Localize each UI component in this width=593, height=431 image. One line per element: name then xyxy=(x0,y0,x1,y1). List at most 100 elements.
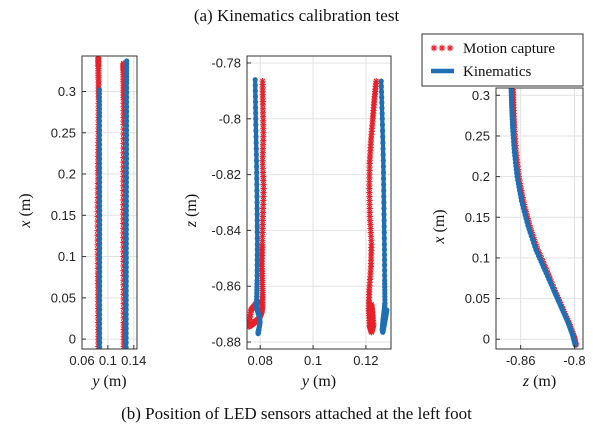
data-point-kinematics xyxy=(96,160,103,167)
data-point-motion-capture xyxy=(120,281,127,288)
data-point-kinematics xyxy=(381,193,387,200)
data-point-kinematics xyxy=(97,189,103,195)
data-point-kinematics xyxy=(123,132,130,138)
data-point-motion-capture xyxy=(368,128,375,135)
data-point-kinematics xyxy=(97,340,103,346)
data-point-kinematics xyxy=(123,170,130,176)
data-point-kinematics xyxy=(254,187,260,194)
data-point-kinematics xyxy=(97,231,103,237)
data-point-kinematics xyxy=(97,203,103,209)
data-point-kinematics xyxy=(379,100,385,106)
data-point-kinematics xyxy=(123,123,130,129)
data-point-kinematics xyxy=(379,110,385,117)
legend-label-kinematics: Kinematics xyxy=(463,64,531,80)
data-point-motion-capture xyxy=(120,130,127,138)
data-point-kinematics xyxy=(97,193,103,200)
data-point-motion-capture xyxy=(366,282,373,289)
data-point-motion-capture xyxy=(366,178,373,185)
data-point-motion-capture xyxy=(260,137,267,144)
data-point-kinematics xyxy=(123,283,129,289)
data-point-kinematics xyxy=(97,250,103,256)
data-point-kinematics xyxy=(123,141,130,148)
data-point-kinematics xyxy=(254,211,260,218)
data-point-kinematics xyxy=(379,116,385,122)
data-point-kinematics xyxy=(97,226,103,233)
data-point-motion-capture xyxy=(120,336,127,343)
data-point-kinematics xyxy=(381,205,387,212)
y-axis-label: x (m) xyxy=(431,209,448,244)
data-point-kinematics xyxy=(97,330,103,336)
data-point-motion-capture xyxy=(259,209,267,216)
data-point-kinematics xyxy=(381,246,388,253)
data-point-motion-capture xyxy=(120,117,127,125)
data-point-kinematics xyxy=(97,184,103,190)
data-point-kinematics xyxy=(123,217,129,223)
data-point-motion-capture xyxy=(367,269,374,277)
y-axis-label-variable: x xyxy=(17,221,34,229)
legend-motion-capture-marker xyxy=(430,44,438,52)
data-point-kinematics xyxy=(97,222,103,228)
data-point-kinematics xyxy=(252,105,259,111)
data-point-kinematics xyxy=(508,88,514,93)
y-tick-label: 0.15 xyxy=(465,210,490,225)
data-point-motion-capture xyxy=(120,286,127,293)
legend-motion-capture-marker xyxy=(438,44,446,52)
data-point-kinematics xyxy=(96,109,103,116)
y-tick-label: -0.84 xyxy=(211,223,241,238)
data-point-kinematics xyxy=(96,123,103,129)
y-tick-label: -0.82 xyxy=(211,167,241,182)
data-point-kinematics xyxy=(253,116,259,122)
data-point-motion-capture xyxy=(259,157,266,164)
data-point-motion-capture xyxy=(120,201,127,208)
data-point-motion-capture xyxy=(367,229,374,236)
data-point-kinematics xyxy=(254,175,260,182)
y-tick-label: 0.15 xyxy=(51,208,76,223)
data-point-kinematics xyxy=(381,199,387,206)
data-point-motion-capture xyxy=(259,84,266,91)
data-point-motion-capture xyxy=(120,107,127,114)
data-point-motion-capture xyxy=(259,113,267,120)
y-tick-label: 0.3 xyxy=(58,84,76,99)
y-axis-label-unit: (m) xyxy=(431,209,448,236)
data-point-motion-capture xyxy=(120,225,127,232)
data-point-motion-capture xyxy=(120,258,127,265)
y-tick-label: 0.3 xyxy=(472,88,490,103)
data-point-kinematics xyxy=(381,235,387,241)
data-point-kinematics xyxy=(381,267,388,273)
data-point-kinematics xyxy=(123,212,129,218)
data-point-kinematics xyxy=(254,267,260,273)
x-axis-label-variable: z xyxy=(522,373,530,390)
data-point-motion-capture xyxy=(366,213,373,220)
data-point-kinematics xyxy=(381,252,388,258)
data-point-kinematics xyxy=(97,240,103,247)
data-point-motion-capture xyxy=(259,221,266,228)
data-point-kinematics xyxy=(123,316,129,322)
y-tick-label: -0.88 xyxy=(211,335,241,350)
data-point-kinematics xyxy=(123,160,130,167)
data-point-kinematics xyxy=(96,113,103,119)
data-point-motion-capture xyxy=(259,205,267,212)
y-axis-label: z (m) xyxy=(183,194,200,228)
figure-caption-bottom: (b) Position of LED sensors attached at … xyxy=(121,404,472,423)
data-point-motion-capture xyxy=(259,161,266,168)
data-point-kinematics xyxy=(252,88,258,94)
data-point-kinematics xyxy=(123,146,130,152)
data-point-motion-capture xyxy=(366,201,373,208)
data-point-motion-capture xyxy=(120,178,127,185)
data-point-motion-capture xyxy=(120,267,127,274)
data-point-kinematics xyxy=(380,175,387,182)
data-point-kinematics xyxy=(97,207,103,214)
data-point-motion-capture xyxy=(120,114,127,121)
data-point-kinematics xyxy=(123,335,129,341)
x-tick-label: 0.1 xyxy=(99,353,117,368)
x-tick-label: 0.12 xyxy=(353,353,378,368)
x-axis-label: z (m) xyxy=(522,373,556,390)
data-point-motion-capture xyxy=(367,263,375,270)
data-point-kinematics xyxy=(123,340,129,346)
data-point-motion-capture xyxy=(259,169,267,176)
data-point-motion-capture xyxy=(259,153,266,160)
data-point-kinematics xyxy=(378,78,384,84)
data-point-motion-capture xyxy=(368,237,375,244)
x-tick-label: -0.86 xyxy=(506,353,536,368)
